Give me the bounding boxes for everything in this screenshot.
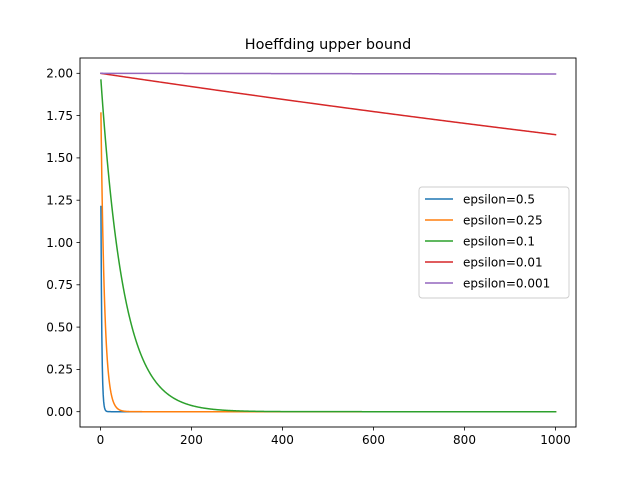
plot-lines	[100, 72, 557, 413]
x-tick-label: 0	[97, 433, 105, 447]
y-tick-label: 2.00	[46, 67, 73, 81]
y-tick-label: 1.75	[46, 109, 73, 123]
x-tick-label: 200	[180, 433, 203, 447]
series-line-3	[100, 72, 557, 136]
y-tick-label: 0.75	[46, 278, 73, 292]
y-tick-label: 0.50	[46, 320, 73, 334]
legend-label: epsilon=0.25	[463, 214, 543, 228]
x-tick-label: 800	[453, 433, 476, 447]
y-tick-label: 1.25	[46, 194, 73, 208]
x-tick-label: 400	[271, 433, 294, 447]
series-line-4	[100, 72, 557, 75]
legend-label: epsilon=0.01	[463, 256, 543, 270]
y-tick-label: 0.00	[46, 405, 73, 419]
legend-label: epsilon=0.5	[463, 193, 535, 207]
y-tick-label: 0.25	[46, 363, 73, 377]
x-tick-label: 600	[362, 433, 385, 447]
y-tick-label: 1.00	[46, 236, 73, 250]
x-axis: 0 200 400 600 800 1000	[97, 427, 571, 447]
legend-box	[418, 186, 570, 299]
x-tick-label: 1000	[540, 433, 571, 447]
series-line-2	[100, 79, 557, 413]
y-axis: 0.00 0.25 0.50 0.75 1.00 1.25 1.50 1.75 2.00	[46, 67, 80, 419]
y-tick-label: 1.50	[46, 151, 73, 165]
chart-title: Hoeffding upper bound	[245, 37, 411, 53]
legend-label: epsilon=0.001	[463, 277, 550, 291]
legend: epsilon=0.5 epsilon=0.25 epsilon=0.1 epsilo…	[418, 186, 570, 299]
legend-label: epsilon=0.1	[463, 235, 535, 249]
